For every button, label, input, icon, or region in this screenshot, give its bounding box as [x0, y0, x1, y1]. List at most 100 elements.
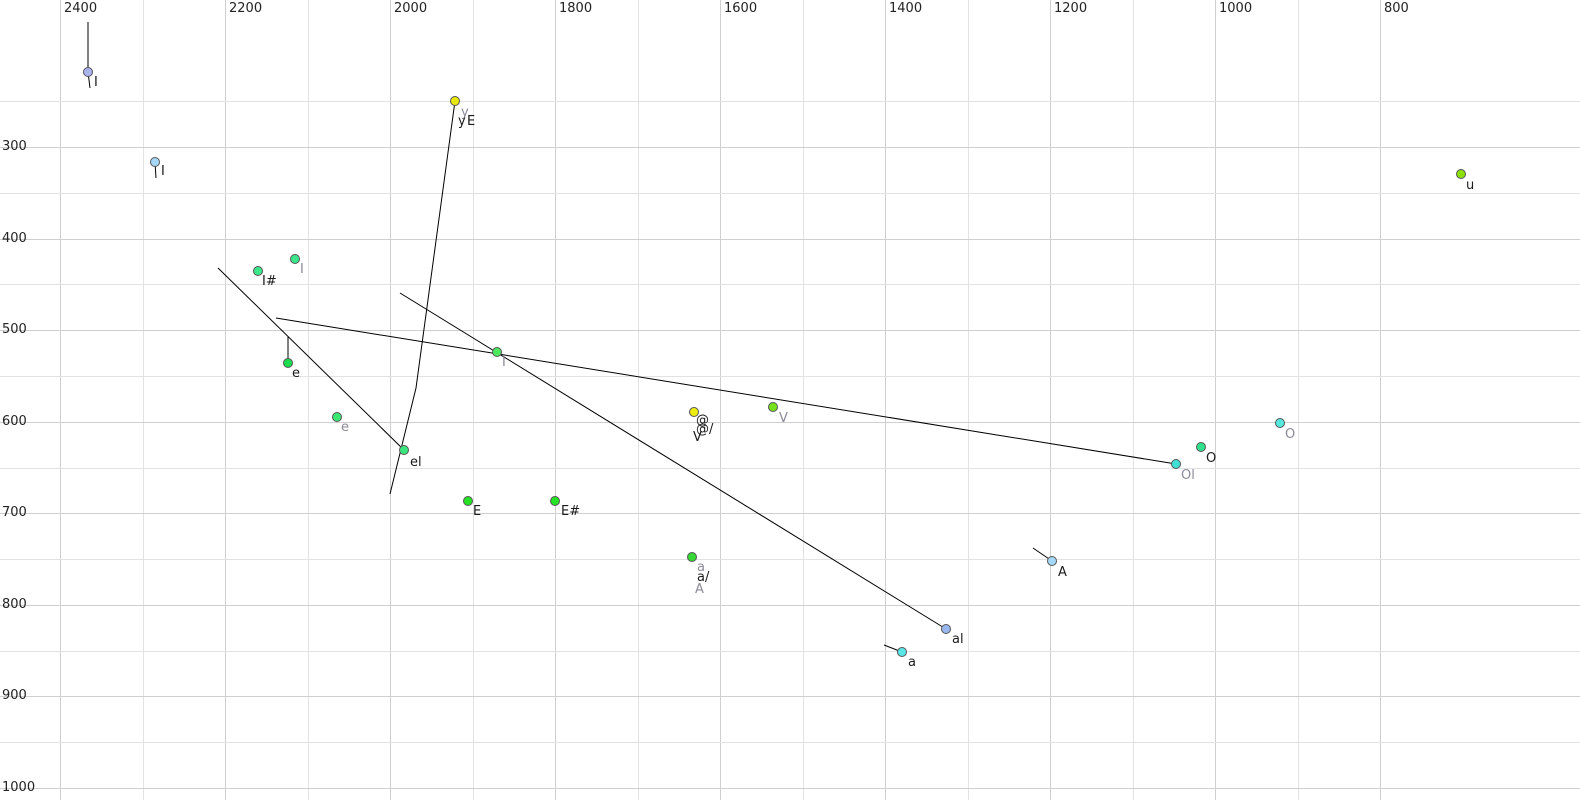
- data-point[interactable]: [1171, 459, 1181, 469]
- grid-line-y-minor: [0, 742, 1580, 743]
- data-point-label: V: [779, 411, 788, 426]
- grid-line-x-minor: [1298, 0, 1299, 800]
- y-axis-tick-label: 400: [2, 231, 27, 246]
- data-point[interactable]: [897, 647, 907, 657]
- data-point-label: E#: [561, 504, 581, 519]
- data-point[interactable]: [689, 407, 699, 417]
- data-point-label: u: [1466, 178, 1475, 193]
- x-axis-tick-label: 1600: [724, 1, 758, 16]
- x-axis-tick-label: 1400: [889, 1, 923, 16]
- grid-line-y-minor: [0, 559, 1580, 560]
- grid-line-x-major: [720, 0, 721, 800]
- data-point-label: A: [1058, 565, 1067, 580]
- data-point-label: a: [908, 655, 916, 670]
- grid-line-y-major: [0, 422, 1580, 423]
- data-point[interactable]: [768, 402, 778, 412]
- data-point-label: y: [461, 105, 469, 120]
- data-point[interactable]: [253, 266, 263, 276]
- data-point-label: @: [696, 413, 709, 428]
- grid-line-x-major: [1380, 0, 1381, 800]
- data-point[interactable]: [332, 412, 342, 422]
- data-point[interactable]: [1196, 442, 1206, 452]
- data-point-label: I: [300, 262, 304, 277]
- data-point[interactable]: [1275, 418, 1285, 428]
- data-point[interactable]: [283, 358, 293, 368]
- grid-line-y-major: [0, 330, 1580, 331]
- y-axis-tick-label: 800: [2, 597, 27, 612]
- grid-line-x-minor: [308, 0, 309, 800]
- x-axis-tick-label: 2400: [64, 1, 98, 16]
- data-point[interactable]: [941, 624, 951, 634]
- data-point[interactable]: [1456, 169, 1466, 179]
- data-point-label: el: [410, 455, 422, 470]
- data-point-label: e: [341, 420, 349, 435]
- data-point-label: Ol: [1181, 468, 1195, 483]
- grid-line-x-minor: [638, 0, 639, 800]
- data-point[interactable]: [463, 496, 473, 506]
- data-point-label: O: [1285, 427, 1296, 442]
- y-axis-tick-label: 900: [2, 688, 27, 703]
- data-point-label: al: [952, 632, 964, 647]
- data-point-label: a/: [697, 570, 710, 585]
- track-fan-1: [275, 317, 1177, 465]
- data-point-label: I: [161, 164, 165, 179]
- data-point[interactable]: [290, 254, 300, 264]
- grid-line-y-major: [0, 239, 1580, 240]
- grid-line-x-major: [1050, 0, 1051, 800]
- grid-line-x-minor: [143, 0, 144, 800]
- grid-line-x-major: [60, 0, 61, 800]
- grid-line-y-major: [0, 696, 1580, 697]
- data-point-label: I#: [262, 274, 277, 289]
- track-I-high: [87, 22, 91, 89]
- data-point[interactable]: [550, 496, 560, 506]
- y-axis-tick-label: 700: [2, 505, 27, 520]
- data-point[interactable]: [83, 67, 93, 77]
- data-point-label: I: [502, 355, 506, 370]
- grid-line-x-major: [225, 0, 226, 800]
- x-axis-tick-label: 2000: [394, 1, 428, 16]
- grid-line-y-minor: [0, 193, 1580, 194]
- data-point-label: I: [94, 75, 98, 90]
- y-axis-tick-label: 600: [2, 414, 27, 429]
- grid-line-y-minor: [0, 284, 1580, 285]
- grid-line-y-major: [0, 788, 1580, 789]
- grid-line-y-minor: [0, 101, 1580, 102]
- data-point-label: A: [695, 582, 704, 597]
- grid-line-y-major: [0, 513, 1580, 514]
- grid-line-x-major: [390, 0, 391, 800]
- data-point[interactable]: [150, 157, 160, 167]
- data-point-label: y: [458, 114, 466, 129]
- grid-line-x-major: [885, 0, 886, 800]
- data-point[interactable]: [492, 347, 502, 357]
- grid-line-x-major: [1215, 0, 1216, 800]
- x-axis-tick-label: 1000: [1219, 1, 1253, 16]
- y-axis-tick-label: 1000: [2, 780, 36, 795]
- x-axis-tick-label: 800: [1384, 1, 1409, 16]
- grid-line-y-minor: [0, 651, 1580, 652]
- grid-line-x-major: [555, 0, 556, 800]
- track-fan-2: [399, 292, 947, 630]
- x-axis-tick-label: 1200: [1054, 1, 1088, 16]
- grid-line-x-minor: [803, 0, 804, 800]
- x-axis-tick-label: 1800: [559, 1, 593, 16]
- data-point-label: E: [473, 504, 482, 519]
- data-point-label: e: [292, 366, 300, 381]
- data-point-label: a: [697, 560, 705, 575]
- x-axis-tick-label: 2200: [229, 1, 263, 16]
- grid-line-x-minor: [1133, 0, 1134, 800]
- data-point-label: @/: [696, 422, 714, 437]
- data-point-label: O: [1206, 451, 1217, 466]
- grid-line-x-minor: [968, 0, 969, 800]
- grid-line-y-minor: [0, 376, 1580, 377]
- data-point[interactable]: [687, 552, 697, 562]
- data-point[interactable]: [399, 445, 409, 455]
- grid-line-y-minor: [0, 468, 1580, 469]
- data-point-label: V: [693, 430, 702, 445]
- y-axis-tick-label: 300: [2, 139, 27, 154]
- data-point[interactable]: [1047, 556, 1057, 566]
- track-y-E: [389, 100, 456, 495]
- grid-line-y-major: [0, 605, 1580, 606]
- data-point[interactable]: [450, 96, 460, 106]
